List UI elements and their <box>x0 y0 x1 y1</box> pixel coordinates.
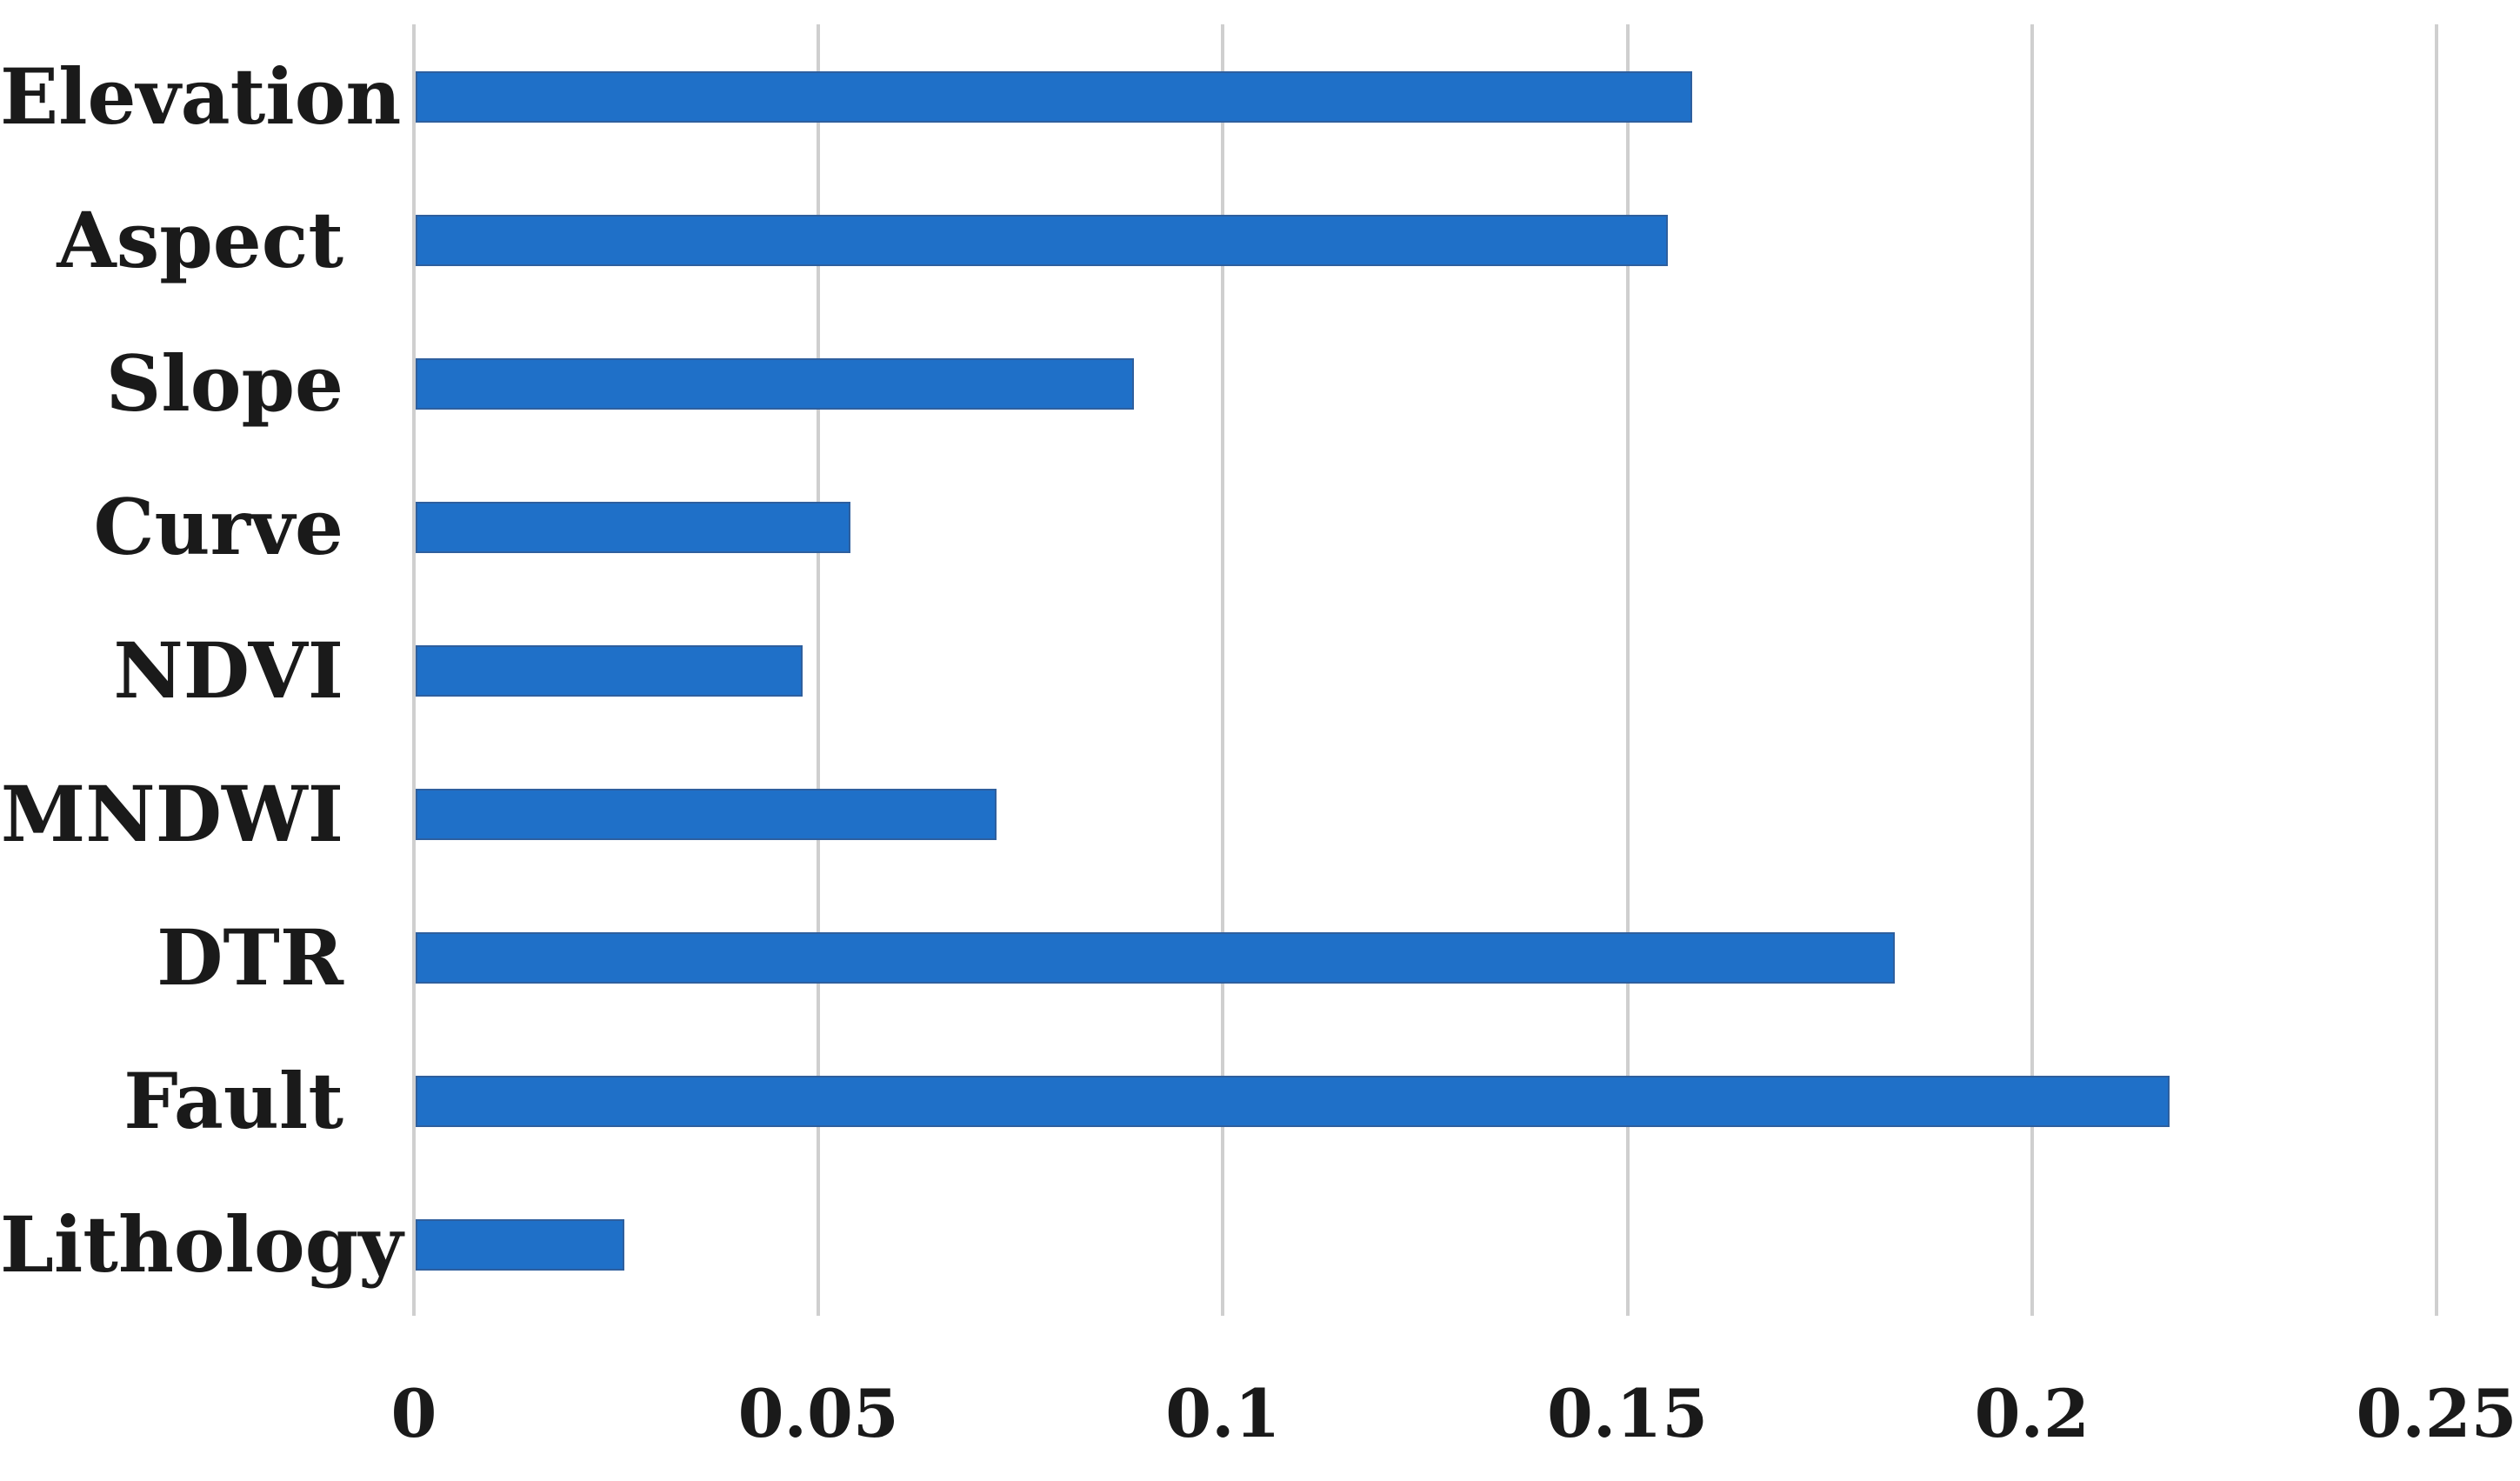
bar-slope <box>416 358 1134 410</box>
x-tick-label-0.15: 0.15 <box>1547 1375 1709 1452</box>
x-tick-label-0: 0 <box>390 1375 437 1452</box>
bar-curve <box>416 502 850 553</box>
gridline-0.2 <box>2030 24 2034 1316</box>
bar-dtr <box>416 932 1895 984</box>
category-label-fault: Fault <box>123 1056 343 1146</box>
category-label-slope: Slope <box>105 338 343 429</box>
category-label-ndvi: NDVI <box>113 625 343 716</box>
category-label-aspect: Aspect <box>57 195 343 285</box>
bar-ndvi <box>416 645 803 697</box>
bar-mndwi <box>416 789 997 840</box>
x-tick-label-0.05: 0.05 <box>737 1375 899 1452</box>
gridline-0.1 <box>1221 24 1225 1316</box>
x-tick-label-0.1: 0.1 <box>1165 1375 1281 1452</box>
gridline-0.25 <box>2435 24 2438 1316</box>
bar-lithology <box>416 1219 624 1271</box>
category-label-mndwi: MNDWI <box>0 769 343 859</box>
bar-aspect <box>416 215 1668 266</box>
category-label-dtr: DTR <box>157 912 343 1003</box>
category-label-curve: Curve <box>93 482 343 572</box>
gridline-0.15 <box>1625 24 1630 1316</box>
bar-elevation <box>416 71 1692 123</box>
x-tick-label-0.2: 0.2 <box>1974 1375 2090 1452</box>
gridline-0.05 <box>817 24 821 1316</box>
category-label-lithology: Lithology <box>0 1199 403 1290</box>
category-label-elevation: Elevation <box>0 51 402 142</box>
bar-fault <box>416 1076 2170 1127</box>
x-tick-label-0.25: 0.25 <box>2356 1375 2517 1452</box>
y-axis-line <box>412 24 416 1316</box>
